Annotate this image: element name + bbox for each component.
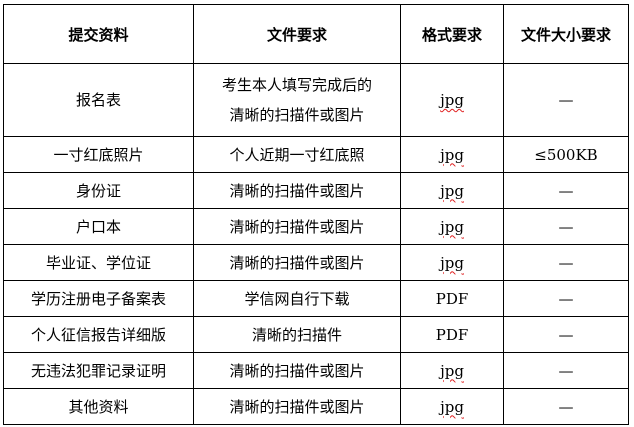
requirement-line: 清晰的扫描件或图片	[229, 106, 365, 124]
format-text: PDF	[435, 325, 469, 344]
material-cell: 一寸红底照片	[3, 136, 194, 173]
header-requirement: 文件要求	[193, 4, 401, 64]
size-cell: —	[503, 280, 629, 317]
format-text: jpg	[440, 145, 464, 164]
size-cell: —	[503, 244, 629, 281]
size-cell: —	[503, 172, 629, 209]
format-cell: jpg	[400, 136, 504, 173]
table-row: 毕业证、学位证 清晰的扫描件或图片 jpg —	[3, 244, 629, 281]
size-cell: ≤500KB	[503, 136, 629, 173]
table-row: 户口本 清晰的扫描件或图片 jpg —	[3, 208, 629, 245]
requirement-cell: 清晰的扫描件或图片	[193, 352, 401, 389]
format-cell: PDF	[400, 316, 504, 353]
format-cell: jpg	[400, 388, 504, 425]
format-text: jpg	[440, 181, 464, 200]
header-material: 提交资料	[3, 4, 194, 64]
format-text: jpg	[440, 361, 464, 380]
format-cell: PDF	[400, 280, 504, 317]
format-cell: jpg	[400, 208, 504, 245]
table-row: 身份证 清晰的扫描件或图片 jpg —	[3, 172, 629, 209]
requirement-cell: 学信网自行下载	[193, 280, 401, 317]
format-text: jpg	[440, 253, 464, 272]
material-cell: 报名表	[3, 63, 194, 137]
size-cell: —	[503, 63, 629, 137]
format-cell: jpg	[400, 352, 504, 389]
format-text: jpg	[440, 91, 464, 109]
requirement-cell: 清晰的扫描件	[193, 316, 401, 353]
material-cell: 户口本	[3, 208, 194, 245]
material-cell: 其他资料	[3, 388, 194, 425]
table-row: 报名表 考生本人填写完成后的 清晰的扫描件或图片 jpg —	[3, 63, 629, 137]
material-cell: 毕业证、学位证	[3, 244, 194, 281]
requirement-line: 考生本人填写完成后的	[221, 76, 372, 94]
requirement-cell: 清晰的扫描件或图片	[193, 244, 401, 281]
material-cell: 学历注册电子备案表	[3, 280, 194, 317]
requirement-cell: 考生本人填写完成后的 清晰的扫描件或图片	[193, 63, 401, 137]
table-row: 个人征信报告详细版 清晰的扫描件 PDF —	[3, 316, 629, 353]
format-text: jpg	[440, 217, 464, 236]
material-cell: 身份证	[3, 172, 194, 209]
table-row: 无违法犯罪记录证明 清晰的扫描件或图片 jpg —	[3, 352, 629, 389]
table-row: 其他资料 清晰的扫描件或图片 jpg —	[3, 388, 629, 425]
material-cell: 个人征信报告详细版	[3, 316, 194, 353]
format-cell: jpg	[400, 172, 504, 209]
table-row: 学历注册电子备案表 学信网自行下载 PDF —	[3, 280, 629, 317]
format-text: PDF	[435, 289, 469, 308]
requirement-cell: 清晰的扫描件或图片	[193, 388, 401, 425]
size-cell: —	[503, 208, 629, 245]
format-cell: jpg	[400, 244, 504, 281]
size-cell: —	[503, 388, 629, 425]
format-cell: jpg	[400, 63, 504, 137]
size-cell: —	[503, 316, 629, 353]
header-row: 提交资料 文件要求 格式要求 文件大小要求	[3, 4, 629, 64]
material-cell: 无违法犯罪记录证明	[3, 352, 194, 389]
format-text: jpg	[440, 397, 464, 416]
header-format: 格式要求	[400, 4, 504, 64]
header-size: 文件大小要求	[503, 4, 629, 64]
size-cell: —	[503, 352, 629, 389]
requirement-cell: 清晰的扫描件或图片	[193, 172, 401, 209]
requirement-cell: 个人近期一寸红底照	[193, 136, 401, 173]
requirement-cell: 清晰的扫描件或图片	[193, 208, 401, 245]
table-row: 一寸红底照片 个人近期一寸红底照 jpg ≤500KB	[3, 136, 629, 173]
materials-table: 提交资料 文件要求 格式要求 文件大小要求 报名表 考生本人填写完成后的 清晰的扫…	[3, 4, 629, 425]
